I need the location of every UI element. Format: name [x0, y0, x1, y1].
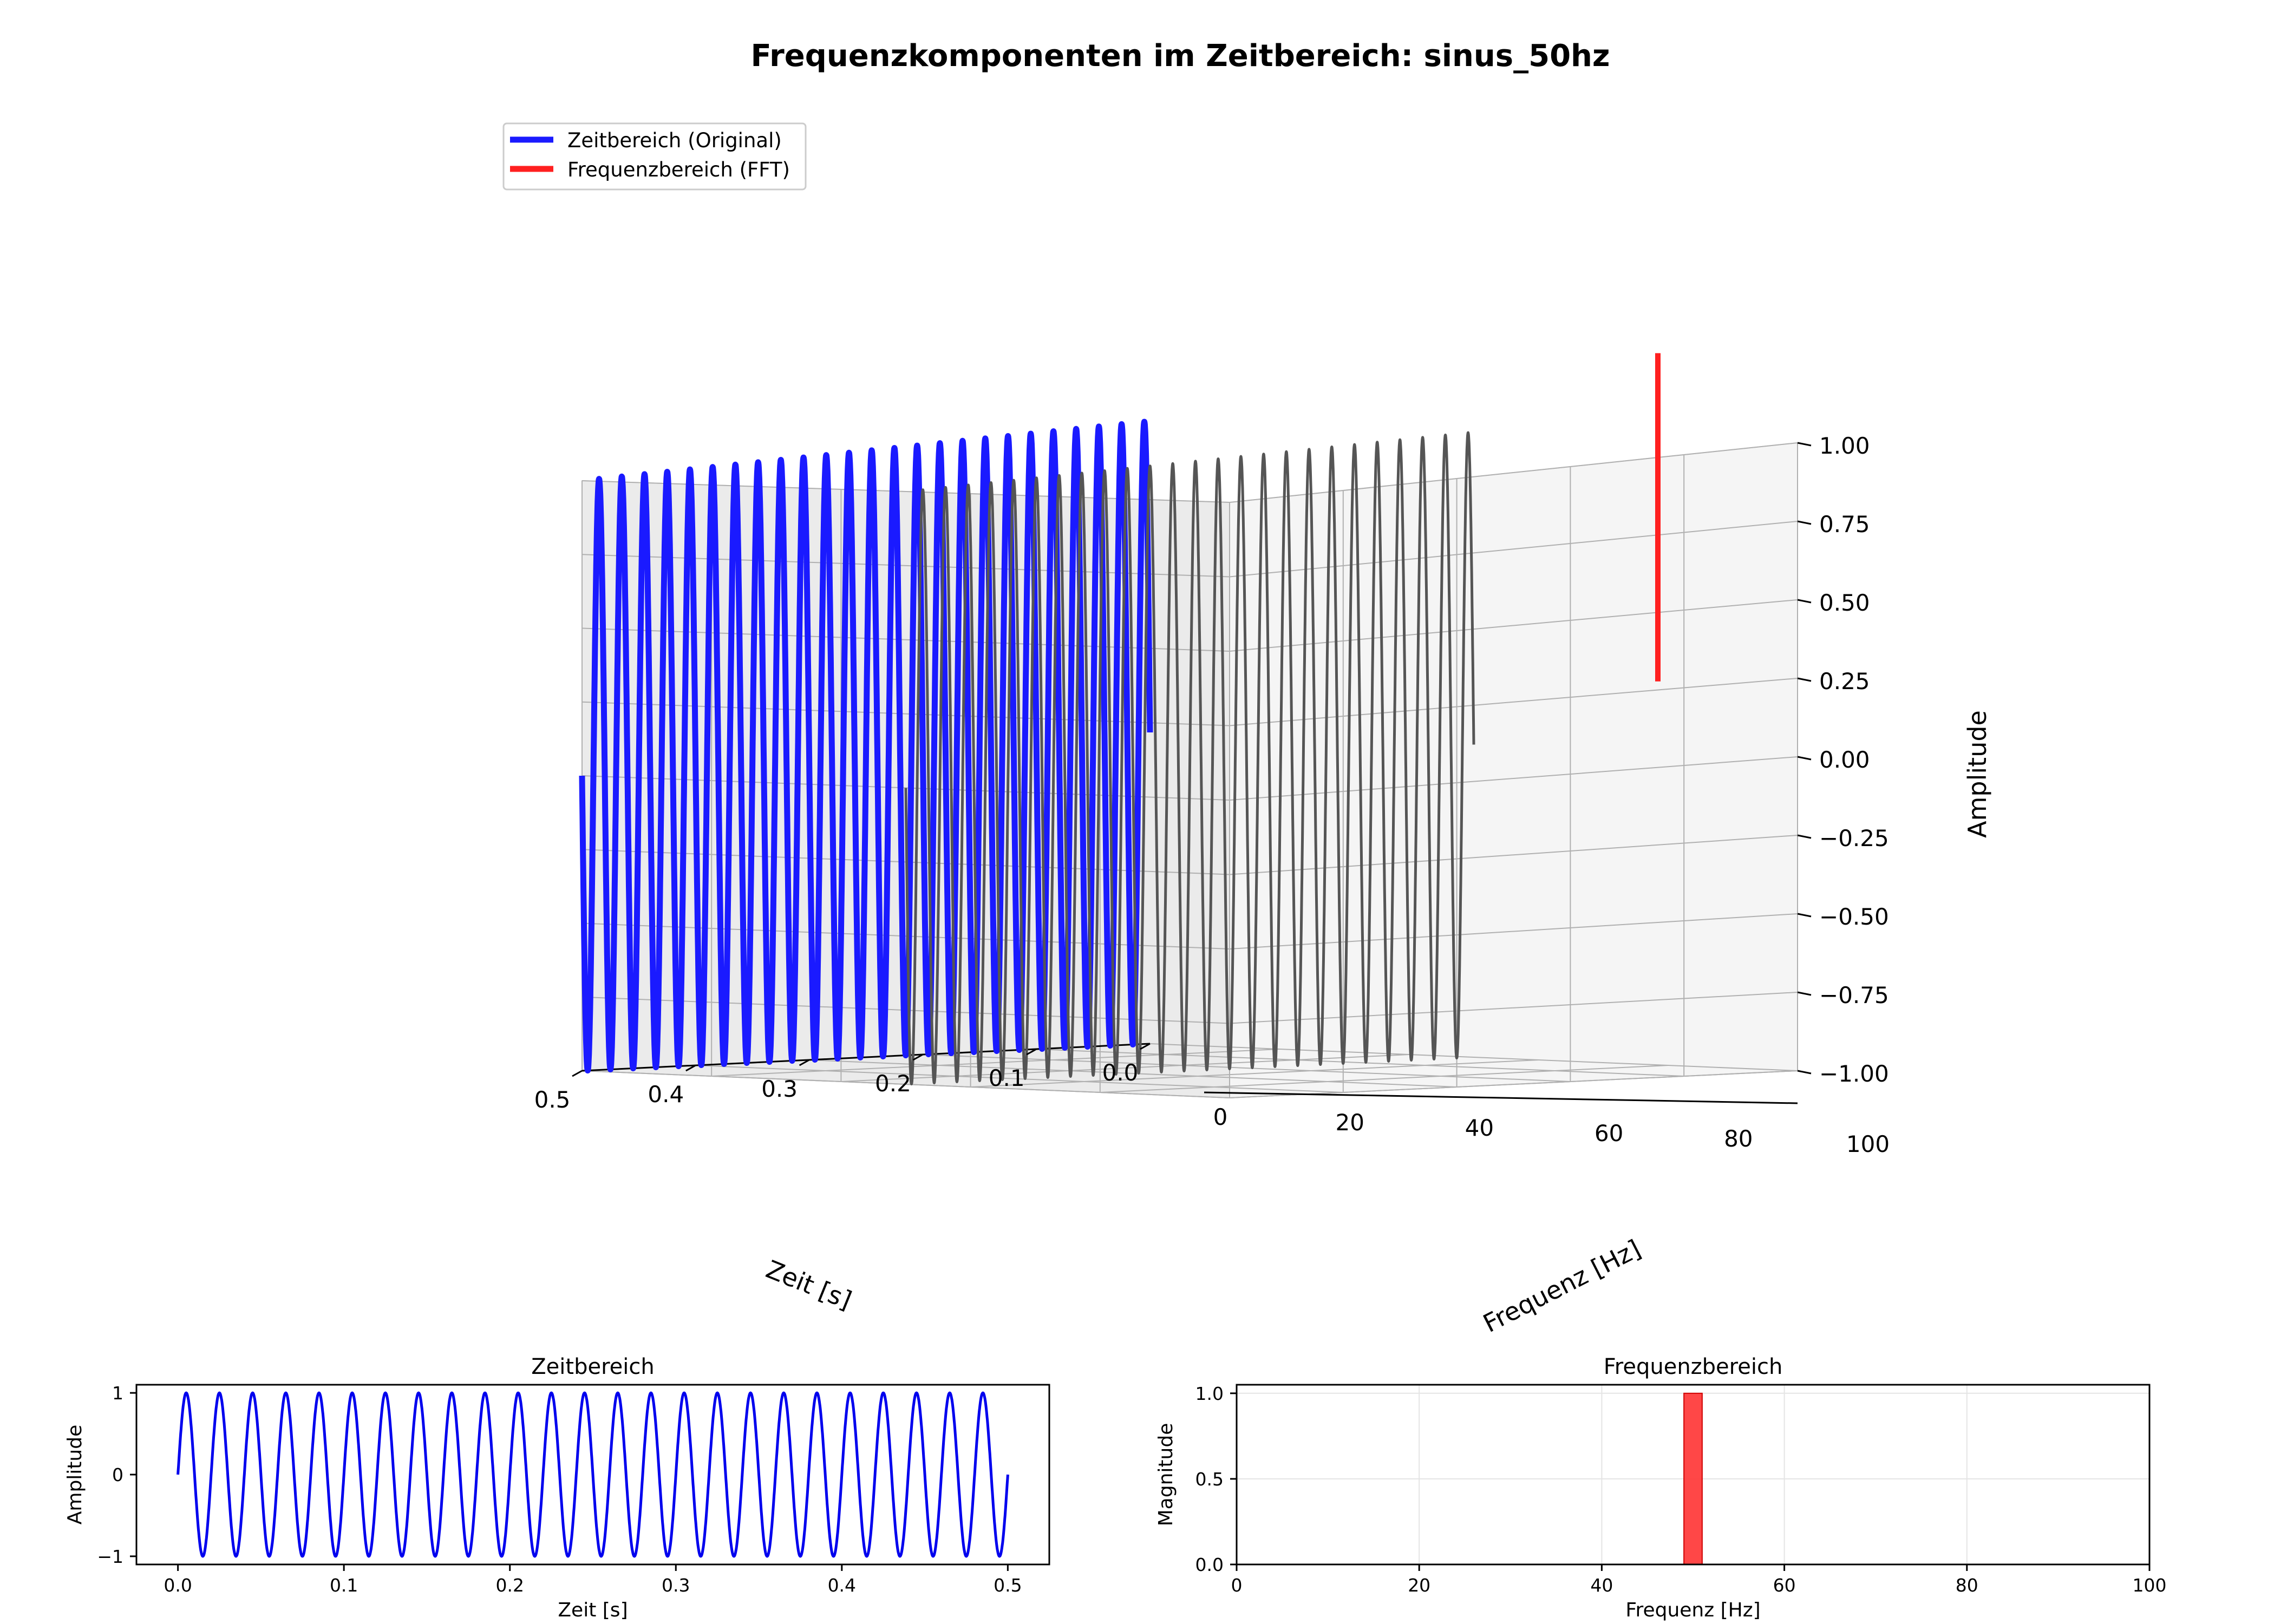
tick-label-x: 0	[1231, 1575, 1243, 1596]
tick-mark-time	[685, 1064, 696, 1072]
legend: Zeitbereich (Original) Frequenzbereich (…	[502, 122, 807, 191]
axis-label-time: Zeit [s]	[762, 1254, 855, 1315]
tick-label-amplitude: −0.25	[1819, 825, 1889, 852]
axes-time-domain: 0.0 0.1 0.2 0.3 0.4 0.5 −1 0 1 Zeitbereich Zeit [s…	[64, 1354, 1050, 1621]
tick-label-y: 0	[112, 1464, 123, 1485]
figure-title: Frequenzkomponenten im Zeitbereich: sinu…	[750, 38, 1610, 74]
axes-3d: 0.00.10.20.30.40.50 20 40 60 80 100−1.00−0.75…	[534, 353, 1992, 1338]
axis-label-amplitude: Amplitude	[1963, 710, 1992, 838]
axes-frame	[1236, 1384, 2151, 1566]
tick-label-x: 0.3	[662, 1575, 690, 1596]
tick-label-x: 20	[1408, 1575, 1430, 1596]
tick-label-y: 0.5	[1195, 1469, 1224, 1490]
tick-label-freq: 80	[1724, 1125, 1753, 1152]
panel-title: Frequenzbereich	[1604, 1354, 1783, 1379]
series-line-time-original	[579, 418, 1153, 1073]
tick-mark-time	[912, 1053, 924, 1061]
axis-label-y: Amplitude	[64, 1425, 86, 1524]
tick-label-time: 0.0	[1102, 1059, 1139, 1086]
legend-label-fft: Frequenzbereich (FFT)	[567, 158, 790, 181]
tick-label-amplitude: 1.00	[1819, 433, 1870, 459]
tick-label-time: 0.3	[761, 1076, 798, 1102]
tick-mark-amplitude	[1797, 1070, 1812, 1075]
tick-mark-amplitude	[1797, 442, 1812, 447]
tick-label-time: 0.2	[875, 1070, 911, 1097]
tick-label-freq: 40	[1465, 1115, 1494, 1141]
tick-label-freq: 100	[1846, 1131, 1890, 1157]
tick-label-x: 80	[1956, 1575, 1978, 1596]
tick-mark-time	[1140, 1043, 1151, 1050]
tick-mark-amplitude	[1797, 599, 1812, 604]
tick-label-amplitude: 0.00	[1819, 746, 1870, 773]
tick-label-freq: 0	[1213, 1104, 1228, 1130]
axis-label-y: Magnitude	[1155, 1423, 1177, 1527]
bar	[1683, 1392, 1703, 1566]
grid-line-amplitude	[581, 992, 1798, 1024]
tick-label-y: 1.0	[1195, 1383, 1224, 1404]
tick-label-freq: 20	[1335, 1109, 1364, 1136]
tick-label-x: 40	[1590, 1575, 1613, 1596]
tick-mark-amplitude	[1797, 756, 1812, 761]
axis-label-x: Frequenz [Hz]	[1625, 1599, 1760, 1621]
tick-label-amplitude: 0.25	[1819, 668, 1870, 695]
tick-label-x: 0.2	[495, 1575, 524, 1596]
axis-label-x: Zeit [s]	[558, 1599, 628, 1621]
axis-line-freq	[1204, 1091, 1798, 1104]
tick-label-time: 0.4	[648, 1081, 684, 1108]
axis-label-freq: Frequenz [Hz]	[1479, 1234, 1645, 1338]
tick-label-amplitude: −1.00	[1819, 1060, 1889, 1087]
tick-label-y: 0.0	[1195, 1554, 1224, 1575]
legend-frame	[502, 122, 807, 191]
tick-label-x: 0.1	[330, 1575, 358, 1596]
panel-title: Zeitbereich	[531, 1354, 654, 1379]
legend-label-time: Zeitbereich (Original)	[567, 129, 782, 152]
tick-label-amplitude: −0.50	[1819, 903, 1889, 930]
tick-label-x: 0.0	[164, 1575, 192, 1596]
tick-mark-amplitude	[1797, 991, 1812, 996]
tick-mark-amplitude	[1797, 913, 1812, 918]
tick-label-y: −1	[97, 1546, 123, 1567]
tick-label-y: 1	[112, 1383, 123, 1404]
tick-label-amplitude: −0.75	[1819, 982, 1889, 1009]
tick-mark-time	[572, 1070, 583, 1077]
tick-mark-time	[799, 1059, 810, 1066]
tick-label-x: 0.5	[994, 1575, 1022, 1596]
tick-label-time: 0.1	[989, 1065, 1025, 1091]
axes-frequency-domain: 0 20 40 60 80 100 0.0 0.5 1.0 Frequenzbereich Freq…	[1155, 1354, 2167, 1621]
grid-line-amplitude	[581, 442, 1798, 503]
grid-line-amplitude	[581, 1070, 1798, 1099]
tick-label-time: 0.5	[534, 1086, 571, 1113]
tick-mark-amplitude	[1797, 677, 1812, 682]
tick-label-x: 100	[2133, 1575, 2167, 1596]
tick-label-freq: 60	[1595, 1120, 1623, 1147]
tick-label-x: 60	[1773, 1575, 1796, 1596]
tick-mark-amplitude	[1797, 834, 1812, 839]
tick-label-amplitude: 0.75	[1819, 511, 1870, 538]
tick-label-x: 0.4	[828, 1575, 856, 1596]
tick-mark-amplitude	[1797, 520, 1812, 525]
series-line-time	[177, 1391, 1009, 1558]
tick-mark-time	[1026, 1048, 1037, 1056]
tick-label-amplitude: 0.50	[1819, 590, 1870, 616]
series-line-time-at-50hz	[904, 431, 1475, 1085]
